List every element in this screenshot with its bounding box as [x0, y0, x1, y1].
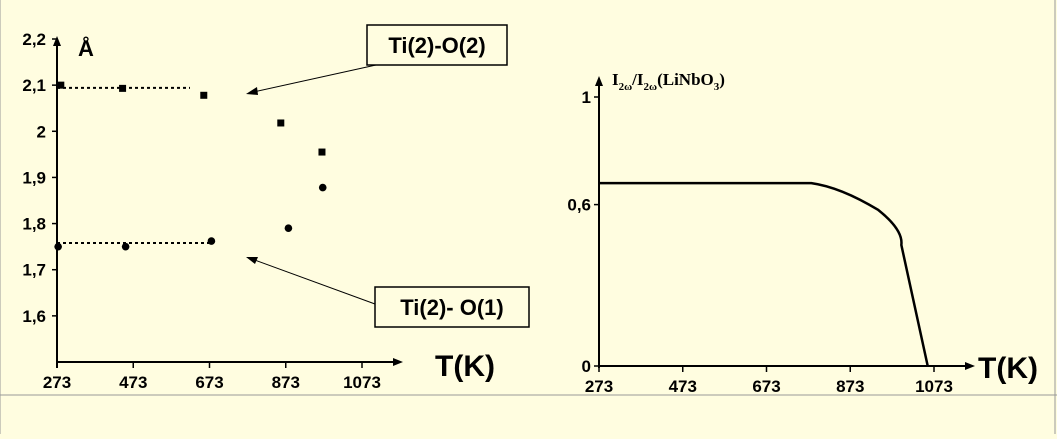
- data-point-square: [200, 91, 208, 99]
- left-y-tick-label: 2,1: [22, 76, 46, 95]
- left-y-axis-arrow: [53, 36, 61, 46]
- left-y-tick-label: 1,7: [22, 261, 46, 280]
- left-chart: Å T(K) 273 473 673 873 1073 1,6 1,7 1,8 1,9 2 2,1 2…: [22, 24, 530, 392]
- data-point-square: [119, 84, 127, 92]
- left-y-tick-label: 2,2: [22, 30, 46, 49]
- right-y-tick-label: 0,6: [567, 196, 591, 215]
- left-x-axis-arrow: [393, 358, 403, 366]
- data-line: [599, 181, 929, 367]
- left-x-tick-label: 273: [43, 373, 71, 392]
- left-y-tick-label: 2: [37, 122, 46, 141]
- left-x-tick-label: 473: [119, 373, 147, 392]
- right-x-tick-label: 273: [585, 377, 613, 396]
- right-x-tick-label: 1073: [915, 377, 953, 396]
- data-point-circle: [318, 183, 327, 192]
- data-point-square: [57, 81, 65, 89]
- data-point-square: [277, 119, 285, 127]
- data-point-circle: [54, 242, 62, 251]
- right-chart: I2ω/I2ω(LiNbO3) T(K) 273 473 673 873 1073 0 0,…: [567, 70, 1038, 396]
- data-point-square: [318, 148, 326, 156]
- left-y-tick-marks: [52, 38, 57, 317]
- right-x-tick-marks: [598, 366, 935, 372]
- right-x-tick-label: 473: [669, 377, 697, 396]
- data-point-circle: [121, 242, 130, 251]
- annotation-ti2-o2: Ti(2)-O(2): [388, 33, 485, 58]
- right-y-tick-label: 1: [582, 88, 591, 107]
- arrowhead-ti2-o2: [246, 87, 258, 95]
- left-x-tick-marks: [56, 362, 363, 368]
- right-x-tick-label: 673: [752, 377, 780, 396]
- arrow-ti2-o2: [248, 64, 377, 94]
- arrowhead-ti2-o1: [246, 257, 258, 264]
- annotation-ti2-o1: Ti(2)- O(1): [400, 295, 503, 320]
- right-x-axis-label: T(K): [978, 352, 1038, 385]
- left-x-tick-label: 873: [272, 373, 300, 392]
- arrow-ti2-o1: [251, 258, 376, 305]
- left-x-tick-label: 673: [195, 373, 223, 392]
- left-y-axis-label: Å: [78, 35, 94, 61]
- annotation-box-ti2-o2: [366, 24, 508, 66]
- left-y-tick-label: 1,6: [22, 307, 46, 326]
- data-point-circle: [284, 224, 293, 232]
- right-y-tick-marks: [594, 96, 599, 367]
- left-x-axis-label: T(K): [435, 350, 495, 383]
- left-y-tick-label: 1,8: [22, 215, 46, 234]
- data-point-circle: [207, 237, 216, 245]
- right-y-axis-label: I2ω/I2ω(LiNbO3): [612, 70, 725, 93]
- right-x-tick-label: 873: [836, 377, 864, 396]
- left-y-tick-label: 1,9: [22, 168, 46, 187]
- right-x-axis-arrow: [965, 362, 975, 370]
- right-y-axis-arrow: [595, 76, 603, 86]
- right-y-tick-label: 0: [582, 357, 591, 376]
- annotation-box-ti2-o1: [374, 286, 530, 328]
- left-x-tick-label: 1073: [343, 373, 381, 392]
